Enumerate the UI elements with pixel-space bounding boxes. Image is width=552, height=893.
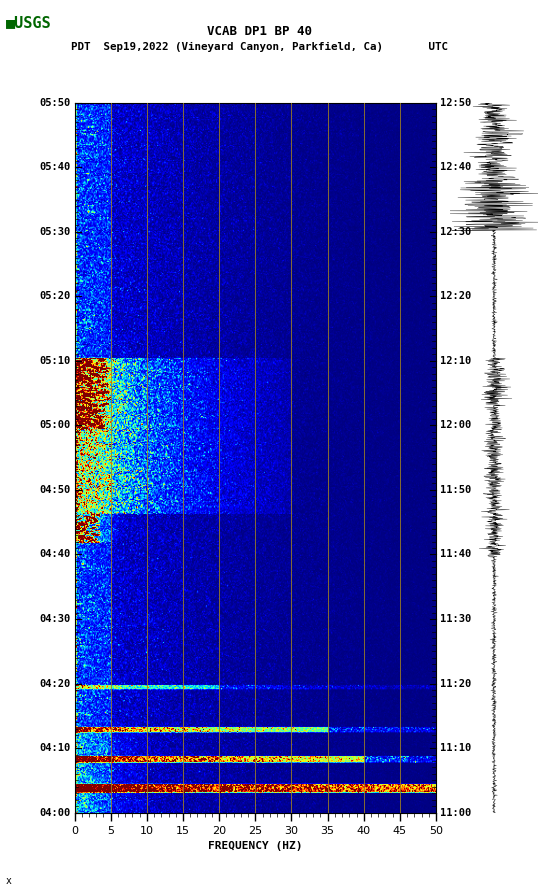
Text: 05:10: 05:10 [39,355,70,366]
Text: 11:20: 11:20 [440,679,471,689]
Text: PDT  Sep19,2022 (Vineyard Canyon, Parkfield, Ca)       UTC: PDT Sep19,2022 (Vineyard Canyon, Parkfie… [71,42,448,53]
Text: VCAB DP1 BP 40: VCAB DP1 BP 40 [207,25,312,38]
Text: 11:50: 11:50 [440,485,471,495]
Text: 04:30: 04:30 [39,614,70,624]
Text: 12:20: 12:20 [440,291,471,301]
Text: 05:30: 05:30 [39,227,70,237]
Text: 12:40: 12:40 [440,163,471,172]
Text: 12:50: 12:50 [440,97,471,108]
Text: 04:50: 04:50 [39,485,70,495]
Text: 05:20: 05:20 [39,291,70,301]
Text: ■USGS: ■USGS [6,15,51,29]
Text: 12:10: 12:10 [440,355,471,366]
Text: 04:00: 04:00 [39,807,70,818]
Text: 12:30: 12:30 [440,227,471,237]
Text: 11:40: 11:40 [440,549,471,560]
Text: 05:50: 05:50 [39,97,70,108]
Text: 04:40: 04:40 [39,549,70,560]
Text: 11:10: 11:10 [440,743,471,753]
Text: 05:00: 05:00 [39,421,70,430]
X-axis label: FREQUENCY (HZ): FREQUENCY (HZ) [208,841,302,851]
Text: 12:00: 12:00 [440,421,471,430]
Text: 04:10: 04:10 [39,743,70,753]
Text: 11:30: 11:30 [440,614,471,624]
Text: x: x [6,876,12,886]
Text: 05:40: 05:40 [39,163,70,172]
Text: 11:00: 11:00 [440,807,471,818]
Text: 04:20: 04:20 [39,679,70,689]
